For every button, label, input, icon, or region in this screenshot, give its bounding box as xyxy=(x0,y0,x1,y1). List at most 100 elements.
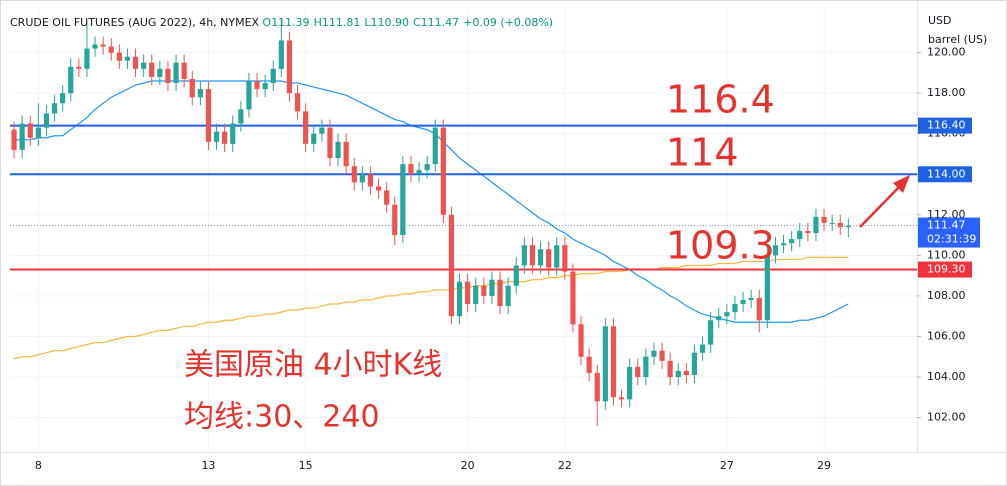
y-tick-label: 110.00 xyxy=(927,248,966,261)
candle-body xyxy=(578,324,584,357)
status: L110.90 xyxy=(364,16,409,29)
candle-body xyxy=(173,62,179,84)
candle-body xyxy=(489,279,495,296)
moving-average xyxy=(14,80,849,323)
candle-body xyxy=(675,370,681,378)
candle-body xyxy=(643,356,649,378)
candle-body xyxy=(813,216,819,234)
candle-body xyxy=(11,129,17,150)
candle-body xyxy=(278,40,284,69)
candle-body xyxy=(27,123,33,138)
candle-body xyxy=(327,127,333,159)
candle-body xyxy=(108,46,114,53)
x-tick-label: 13 xyxy=(201,459,215,472)
candle-body xyxy=(683,370,689,375)
candle-body xyxy=(254,80,260,90)
candle-body xyxy=(262,83,268,90)
countdown: 02:31:39 xyxy=(927,233,976,246)
candle-body xyxy=(570,271,576,325)
candle-body xyxy=(667,360,673,378)
annotation: 114 xyxy=(666,131,739,175)
candle-body xyxy=(659,350,665,361)
x-tick-label: 27 xyxy=(720,459,734,472)
candle-body xyxy=(246,80,252,110)
candle-body xyxy=(392,204,398,236)
candle-body xyxy=(416,170,422,175)
candle-body xyxy=(51,103,58,114)
y-tick-label: 106.00 xyxy=(927,329,966,342)
candle-body xyxy=(319,127,325,134)
candle-body xyxy=(189,78,195,98)
status: O111.39 xyxy=(262,16,309,29)
candle-body xyxy=(456,281,463,317)
candle-body xyxy=(521,245,527,266)
annotation: 109.3 xyxy=(666,224,775,268)
unit: barrel (US) xyxy=(928,33,987,46)
candle-body xyxy=(375,186,382,191)
candle-body xyxy=(116,52,122,61)
candle-body xyxy=(837,222,843,228)
candle-body xyxy=(149,62,155,77)
arrow xyxy=(859,175,910,228)
candle-body xyxy=(35,127,41,138)
candle-body xyxy=(594,372,600,402)
candle-body xyxy=(473,285,479,305)
candle-body xyxy=(92,44,98,49)
annotation: 116.4 xyxy=(666,78,775,122)
candle-body xyxy=(618,397,625,400)
status: H111.81 xyxy=(314,16,361,29)
candle-body xyxy=(505,285,511,307)
candle-body xyxy=(213,131,220,142)
currency: USD xyxy=(928,14,952,27)
y-tick-label: 102.00 xyxy=(927,411,966,424)
candle-body xyxy=(651,350,657,357)
y-tick-label: 104.00 xyxy=(927,370,966,383)
candle-body xyxy=(845,225,851,228)
candle-body xyxy=(205,89,212,142)
x-tick-label: 15 xyxy=(299,459,313,472)
candle-body xyxy=(497,279,503,307)
candle-body xyxy=(384,190,390,205)
level-price-box xyxy=(918,166,972,183)
candle-body xyxy=(740,299,746,305)
annotation: 均线:30、240 xyxy=(184,400,380,435)
candle-body xyxy=(76,66,82,69)
y-tick-label: 120.00 xyxy=(927,46,966,59)
candle-body xyxy=(311,133,317,144)
level-price-label: 116.40 xyxy=(927,119,966,132)
status: C111.47 xyxy=(413,16,459,29)
candle-body xyxy=(286,40,293,94)
candle-body xyxy=(448,214,455,317)
candle-body xyxy=(805,231,811,234)
candle-body xyxy=(821,216,827,223)
candle-body xyxy=(270,68,276,84)
candle-body xyxy=(748,297,754,300)
candle-body xyxy=(724,312,730,317)
candle-body xyxy=(132,56,139,69)
candle-body xyxy=(756,297,762,321)
chart-title: CRUDE OIL FUTURES (AUG 2022), 4h, NYMEX xyxy=(10,16,260,29)
candle-body xyxy=(124,56,131,61)
candle-body xyxy=(84,48,90,69)
candle-body xyxy=(772,245,779,256)
candle-body xyxy=(197,89,203,98)
x-tick-label: 29 xyxy=(817,459,831,472)
candle-body xyxy=(546,249,552,268)
candle-body xyxy=(529,245,536,266)
candle-body xyxy=(141,62,147,69)
moving-average xyxy=(13,256,849,360)
candle-body xyxy=(797,231,803,240)
candle-body xyxy=(691,352,698,375)
annotation: 美国原油 4小时K线 xyxy=(184,348,442,383)
candle-body xyxy=(222,131,228,144)
status: +0.09 (+0.08%) xyxy=(463,16,553,29)
candle-body xyxy=(343,141,349,167)
candle-body xyxy=(351,166,357,183)
last-price-label: 111.47 xyxy=(927,219,966,232)
candle-body xyxy=(610,326,617,398)
candle-body xyxy=(554,245,560,268)
candle-body xyxy=(562,245,568,272)
candle-body xyxy=(43,113,50,128)
candle-body xyxy=(408,164,414,175)
